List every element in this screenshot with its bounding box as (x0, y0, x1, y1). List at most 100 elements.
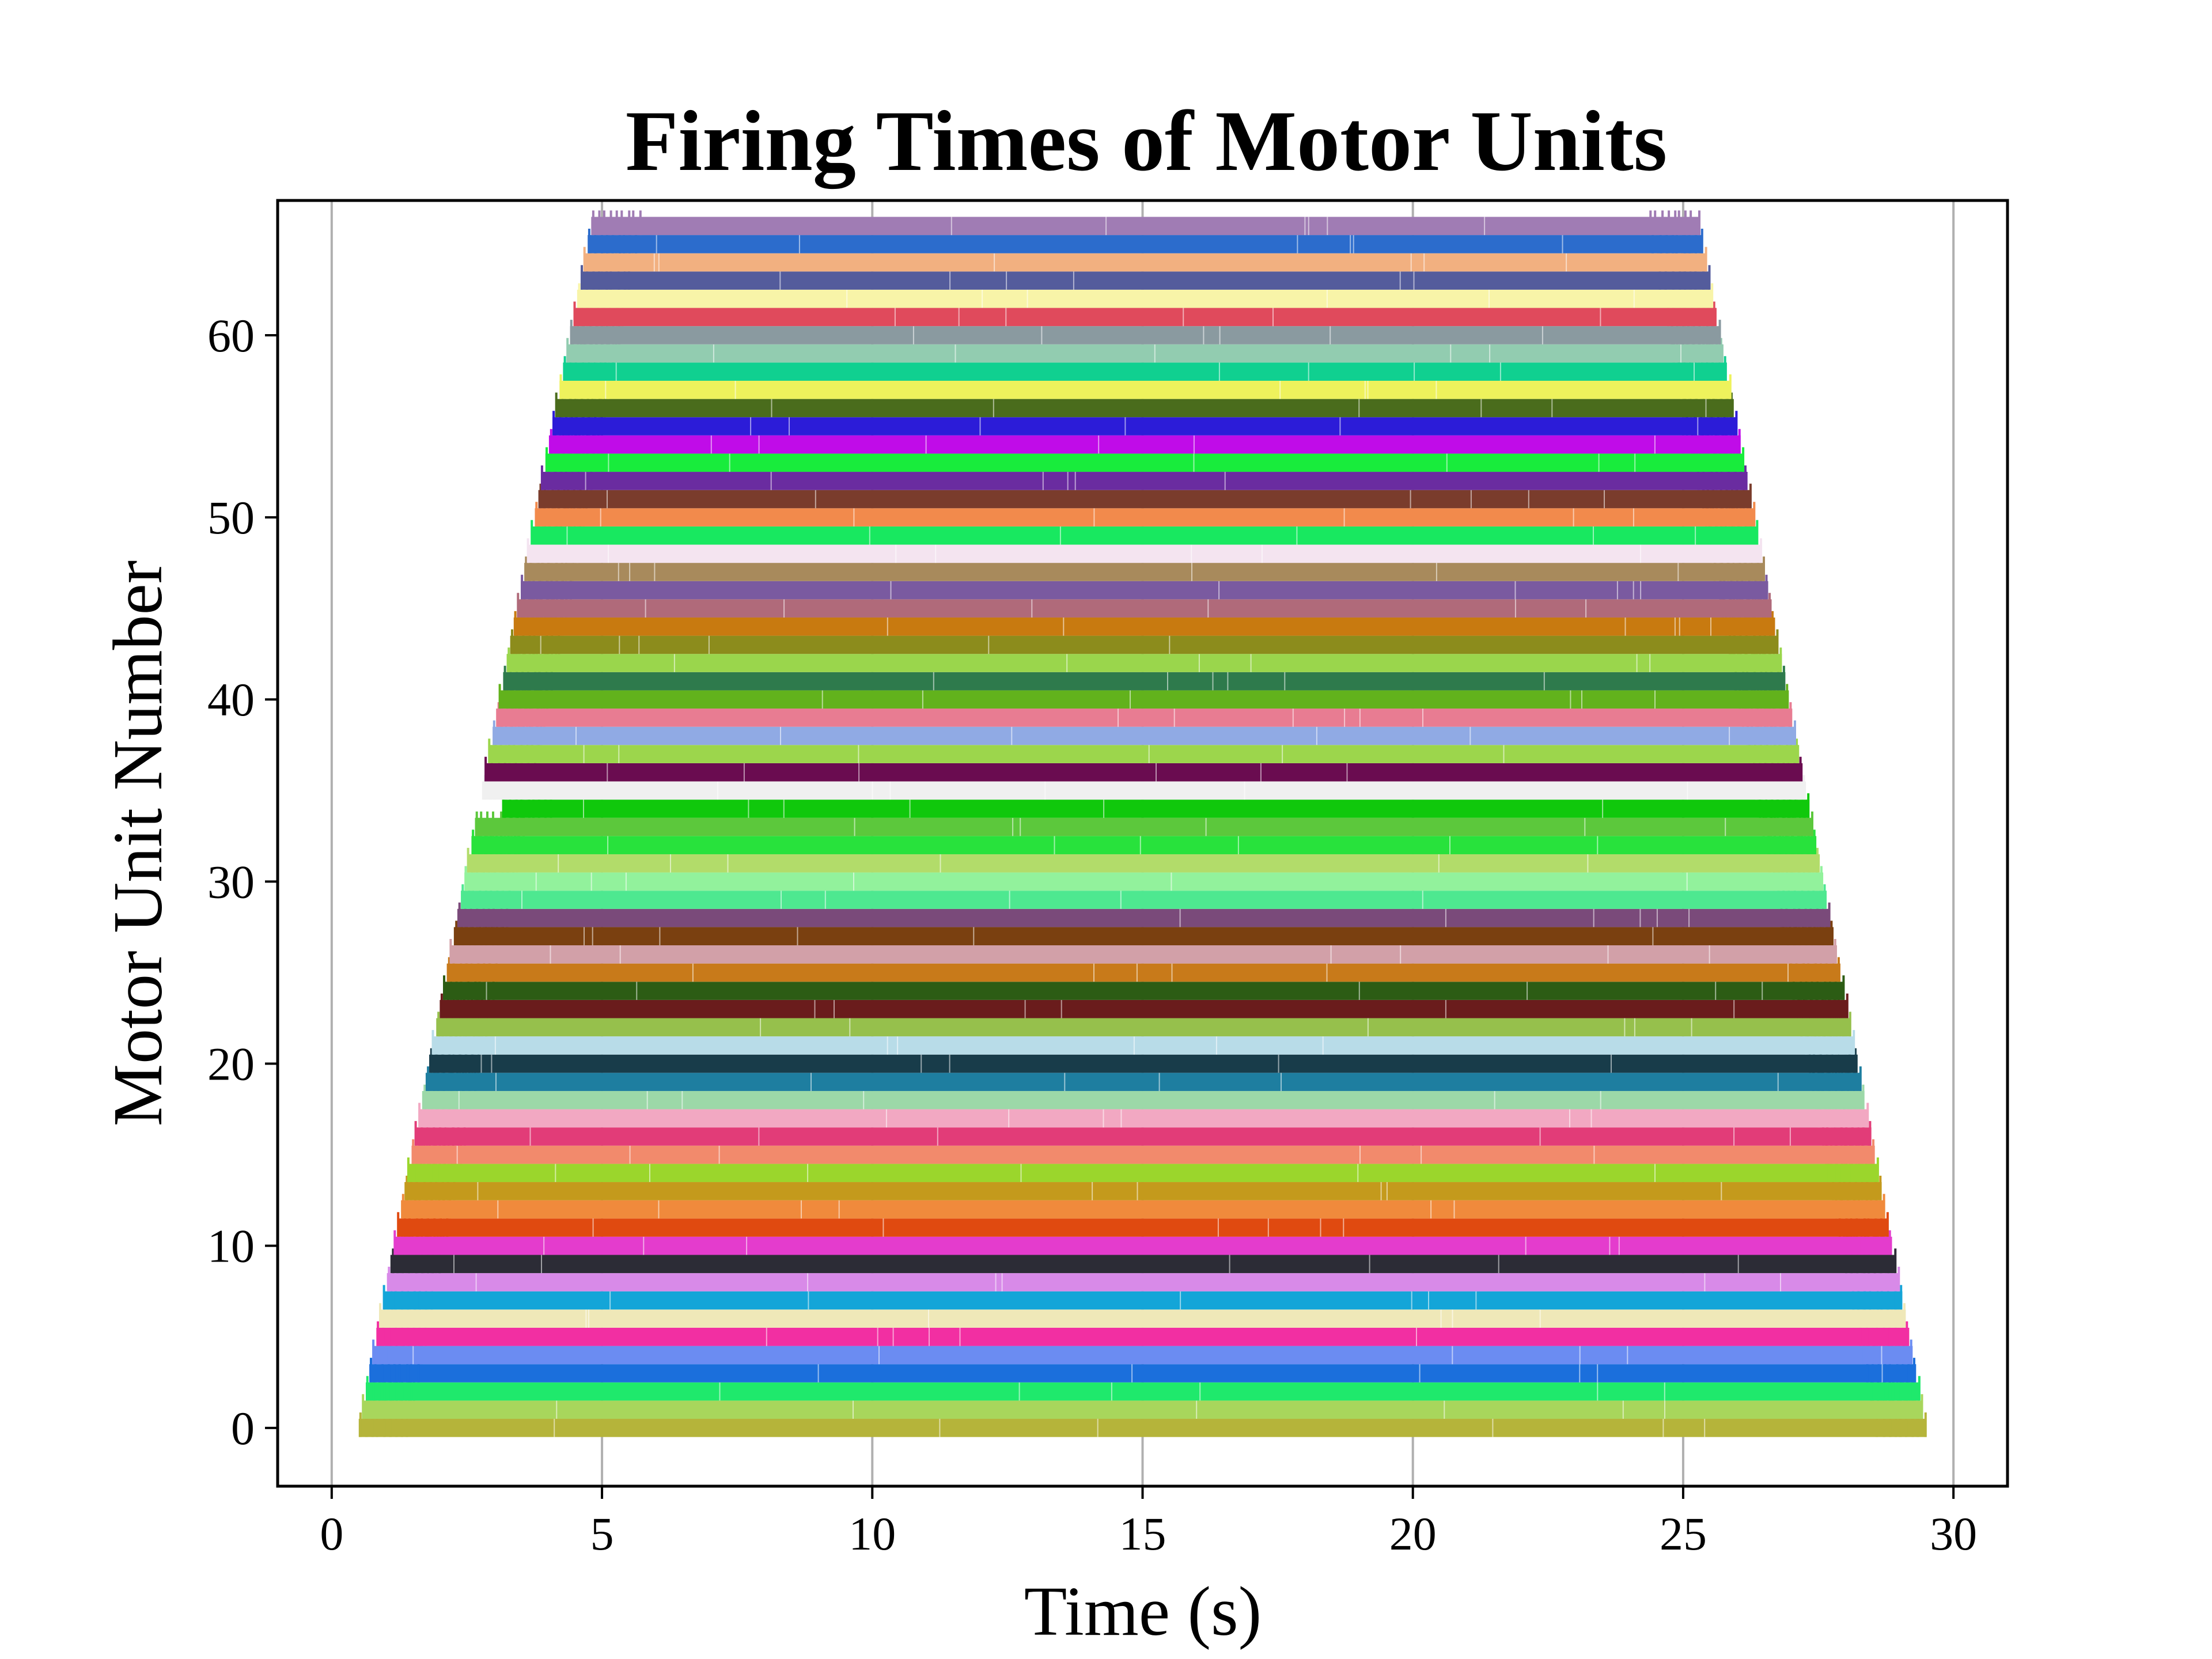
firing-ticks (362, 1394, 1923, 1419)
motor-unit-row (566, 338, 1724, 363)
firing-band (461, 891, 1827, 909)
firing-band (450, 945, 1837, 964)
motor-unit-row (404, 1176, 1882, 1200)
firing-gaps (585, 1309, 1541, 1328)
firing-gaps (550, 945, 1710, 964)
motor-unit-row (425, 1066, 1862, 1091)
firing-band (584, 253, 1707, 272)
motor-unit-row (443, 975, 1845, 1000)
firing-band (513, 617, 1775, 636)
firing-gaps (555, 1164, 1656, 1182)
y-tick: 60 (207, 309, 278, 362)
firing-gaps (480, 1054, 1612, 1073)
firing-events (358, 210, 1927, 1437)
firing-ticks (535, 502, 1756, 527)
motor-unit-row (482, 775, 1806, 800)
firing-band (440, 999, 1847, 1018)
x-tick-label: 0 (320, 1508, 343, 1560)
motor-unit-row (570, 320, 1721, 344)
firing-band (482, 781, 1806, 800)
firing-gaps (494, 1036, 1324, 1055)
motor-unit-row (527, 538, 1762, 563)
firing-ticks (583, 247, 1707, 272)
firing-band (418, 1109, 1868, 1128)
firing-band (411, 1145, 1875, 1164)
motor-unit-row (390, 1248, 1897, 1274)
firing-ticks (563, 356, 1726, 381)
firing-ticks (566, 338, 1722, 363)
y-tick: 0 (231, 1402, 278, 1455)
motor-unit-row (422, 1084, 1865, 1109)
firing-band (496, 709, 1793, 727)
firing-gaps (583, 745, 1505, 763)
firing-band (390, 1255, 1896, 1274)
motor-unit-row (493, 720, 1796, 745)
motor-unit-row (467, 847, 1820, 873)
firing-ticks (379, 1303, 1906, 1328)
firing-gaps (486, 982, 1763, 1000)
firing-gaps (607, 763, 1348, 782)
x-tick-label: 25 (1660, 1508, 1707, 1560)
motor-unit-row (407, 1157, 1879, 1183)
motor-unit-row (471, 830, 1817, 854)
firing-ticks (393, 1230, 1891, 1255)
firing-gaps (600, 508, 1634, 527)
motor-unit-row (552, 411, 1738, 435)
firing-gaps (615, 362, 1695, 381)
motor-unit-row (401, 1194, 1885, 1219)
motor-unit-row (457, 902, 1831, 927)
motor-unit-row (531, 520, 1759, 545)
firing-gaps (618, 563, 1679, 581)
firing-band (521, 581, 1768, 600)
y-tick: 40 (207, 673, 278, 726)
firing-band (436, 1018, 1851, 1037)
firing-gaps (933, 672, 1545, 691)
firing-band (446, 963, 1840, 982)
motor-unit-row (577, 283, 1714, 308)
firing-band (588, 235, 1703, 253)
firing-band (573, 308, 1717, 327)
firing-gaps (713, 344, 1681, 363)
firing-band (541, 472, 1748, 490)
firing-gaps (554, 1419, 1706, 1437)
x-tick: 25 (1660, 1486, 1707, 1560)
firing-band (475, 817, 1813, 836)
motor-unit-row (548, 429, 1741, 454)
firing-band (506, 654, 1782, 672)
motor-unit-row (431, 1030, 1855, 1055)
motor-unit-row (496, 702, 1793, 727)
firing-ticks (397, 1212, 1889, 1237)
firing-ticks (449, 939, 1836, 964)
firing-gaps (475, 1273, 1781, 1291)
firing-gaps (912, 326, 1543, 344)
y-tick-label: 60 (207, 309, 255, 362)
firing-band (464, 872, 1824, 891)
firing-ticks (366, 1376, 1921, 1401)
firing-ticks (488, 738, 1798, 763)
firing-band (570, 326, 1720, 344)
firing-ticks (414, 1121, 1872, 1146)
firing-ticks (546, 447, 1745, 472)
firing-band (365, 1382, 1920, 1401)
firing-gaps (529, 1127, 1791, 1146)
firing-band (369, 1364, 1916, 1382)
firing-band (531, 526, 1758, 545)
firing-band (510, 635, 1779, 654)
firing-ticks (503, 665, 1785, 691)
y-tick-label: 0 (231, 1402, 255, 1455)
firing-ticks (573, 301, 1715, 327)
firing-gaps (766, 1328, 1417, 1346)
firing-band (580, 271, 1710, 290)
motor-unit-row (545, 447, 1745, 472)
motor-unit-row (538, 483, 1752, 509)
x-tick-label: 15 (1119, 1508, 1166, 1560)
firing-band (358, 1419, 1927, 1437)
motor-unit-row (418, 1103, 1869, 1128)
firing-band (488, 745, 1800, 763)
firing-gaps (605, 381, 1437, 399)
firing-ticks (578, 283, 1714, 308)
firing-gaps (584, 927, 1654, 945)
y-tick: 20 (207, 1038, 278, 1090)
motor-unit-row (488, 738, 1800, 763)
firing-gaps (817, 1364, 1883, 1382)
